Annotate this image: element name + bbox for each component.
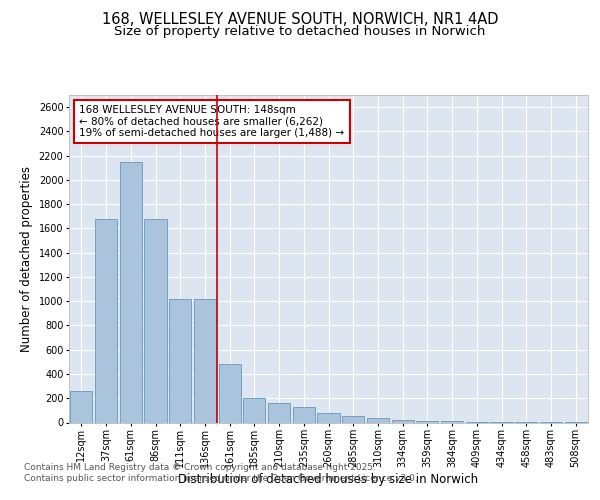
Text: Size of property relative to detached houses in Norwich: Size of property relative to detached ho… — [115, 25, 485, 38]
Bar — [268, 403, 290, 422]
Text: 168 WELLESLEY AVENUE SOUTH: 148sqm
← 80% of detached houses are smaller (6,262)
: 168 WELLESLEY AVENUE SOUTH: 148sqm ← 80%… — [79, 105, 344, 138]
Bar — [70, 391, 92, 422]
Bar — [194, 299, 216, 422]
Bar — [342, 416, 364, 422]
Text: Contains HM Land Registry data © Crown copyright and database right 2025.: Contains HM Land Registry data © Crown c… — [24, 462, 376, 471]
Bar — [169, 299, 191, 422]
Text: 168, WELLESLEY AVENUE SOUTH, NORWICH, NR1 4AD: 168, WELLESLEY AVENUE SOUTH, NORWICH, NR… — [102, 12, 498, 28]
Bar — [392, 420, 414, 422]
X-axis label: Distribution of detached houses by size in Norwich: Distribution of detached houses by size … — [178, 473, 479, 486]
Text: Contains public sector information licensed under the Open Government Licence v3: Contains public sector information licen… — [24, 474, 418, 483]
Bar — [416, 420, 439, 422]
Bar — [293, 406, 315, 422]
Bar — [145, 218, 167, 422]
Bar — [317, 413, 340, 422]
Bar — [95, 218, 117, 422]
Bar — [367, 418, 389, 422]
Bar — [243, 398, 265, 422]
Bar — [119, 162, 142, 422]
Bar — [218, 364, 241, 422]
Y-axis label: Number of detached properties: Number of detached properties — [20, 166, 33, 352]
